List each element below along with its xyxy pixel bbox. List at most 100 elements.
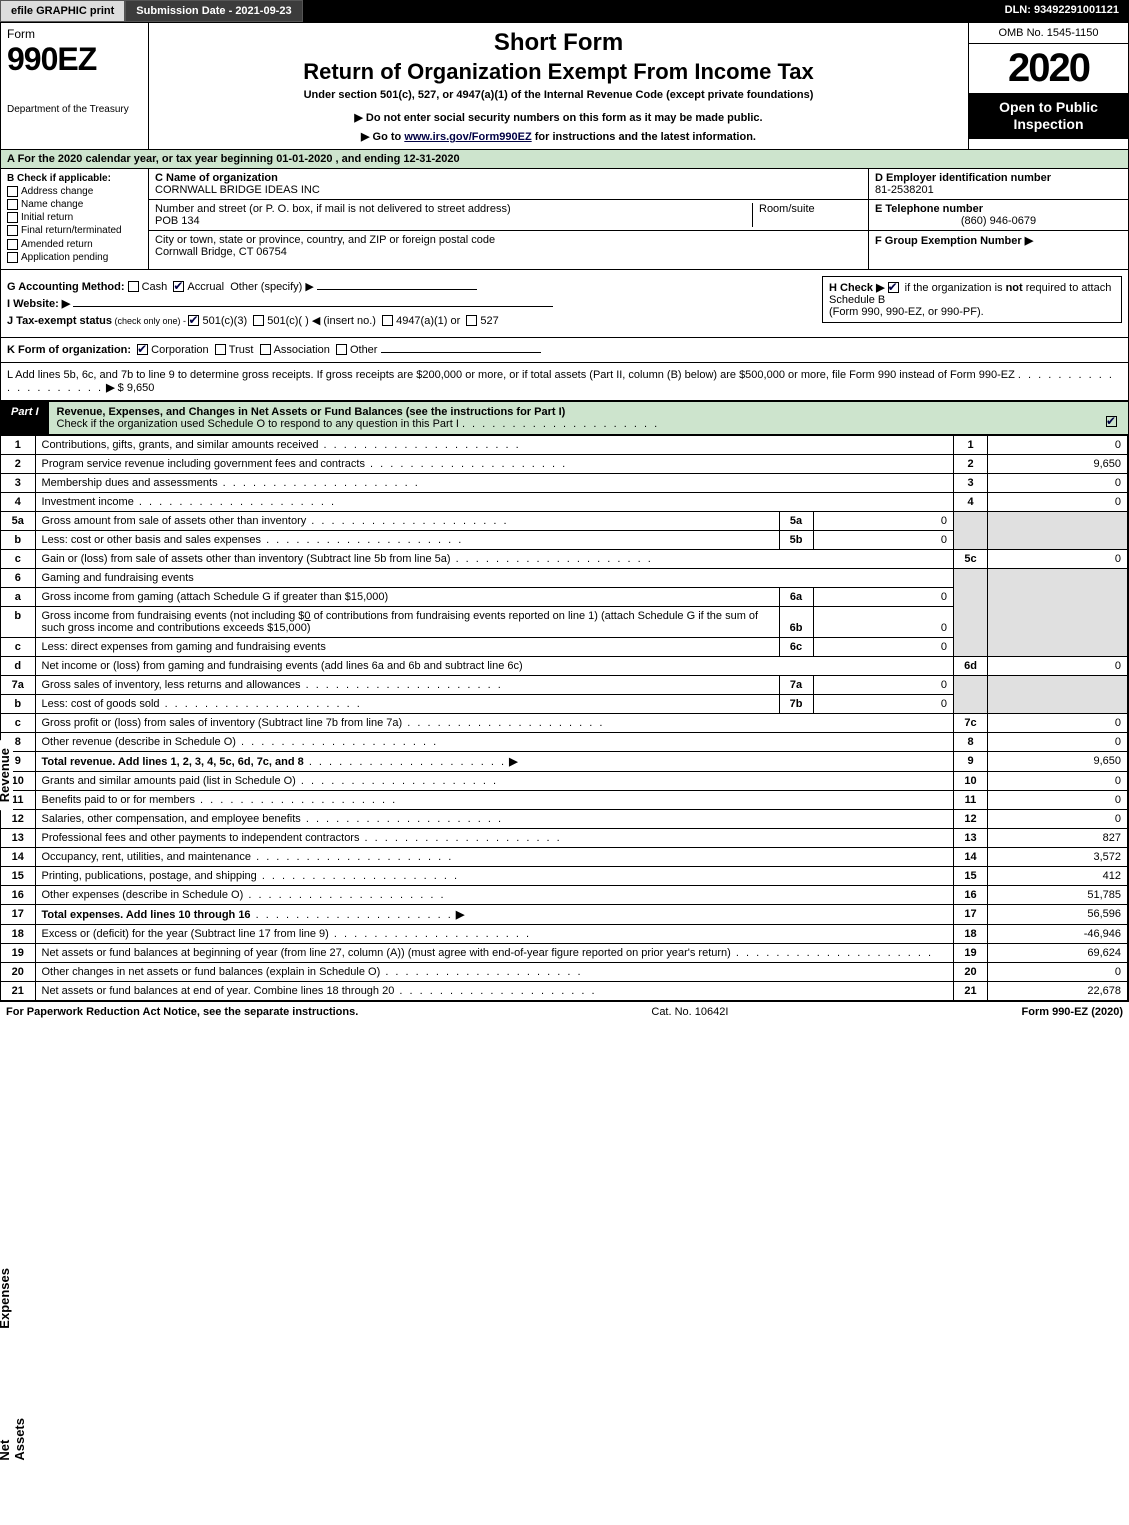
other-org-checkbox[interactable] [336,344,347,355]
527-checkbox[interactable] [466,315,477,326]
inner-label: 5b [779,531,813,549]
line-label: 17 [954,904,988,924]
line-value: 0 [988,962,1128,981]
tax-period-bar: A For the 2020 calendar year, or tax yea… [1,150,1128,169]
box-g-lbl: G Accounting Method: [7,281,125,293]
application-pending-checkbox[interactable] [7,252,18,263]
line-text: Gross income from fundraising events (no… [36,607,780,637]
name-change-checkbox[interactable] [7,199,18,210]
cash-checkbox[interactable] [128,281,139,292]
box-l-text: L Add lines 5b, 6c, and 7b to line 9 to … [7,369,1015,381]
line-value: 9,650 [988,454,1128,473]
final-return-checkbox[interactable] [7,225,18,236]
line-num: 14 [1,847,35,866]
trust-checkbox[interactable] [215,344,226,355]
ssn-warning: ▶ Do not enter social security numbers o… [159,111,958,124]
group-exemption-label: F Group Exemption Number ▶ [875,235,1033,247]
501c-checkbox[interactable] [253,315,264,326]
line-num: c [1,549,35,568]
phone-label: E Telephone number [875,203,1122,215]
submission-date-button[interactable]: Submission Date - 2021-09-23 [125,0,302,22]
schedule-o-checkbox[interactable] [1106,416,1117,427]
box-l-value: $ 9,650 [118,382,155,394]
line-text: Less: cost of goods sold [36,695,780,713]
line-text: Gross sales of inventory, less returns a… [36,676,780,694]
tax-year: 2020 [969,44,1128,93]
corporation-checkbox[interactable] [137,344,148,355]
table-row: 15Printing, publications, postage, and s… [1,866,1128,885]
line-num: 20 [1,962,35,981]
line-text: Investment income [35,492,954,511]
box-b-item: Final return/terminated [21,226,122,237]
line-text: Membership dues and assessments [35,473,954,492]
line-label: 13 [954,828,988,847]
line-num: 4 [1,492,35,511]
line-text: Gain or (loss) from sale of assets other… [35,549,954,568]
website-input[interactable] [73,306,553,307]
initial-return-checkbox[interactable] [7,212,18,223]
street-value: POB 134 [155,215,752,227]
accrual-label: Accrual [187,281,224,293]
amended-return-checkbox[interactable] [7,239,18,250]
line-value: 0 [988,435,1128,454]
table-row: 19Net assets or fund balances at beginni… [1,943,1128,962]
line-num: 19 [1,943,35,962]
501c-label: 501(c)( ) ◀ (insert no.) [267,315,376,327]
goto-line: ▶ Go to www.irs.gov/Form990EZ for instru… [159,130,958,143]
line-num: c [1,713,35,732]
line-text: Gross profit or (loss) from sales of inv… [35,713,954,732]
table-row: cLess: direct expenses from gaming and f… [1,637,1128,656]
table-row: 8Other revenue (describe in Schedule O)8… [1,732,1128,751]
box-j-lbl: J Tax-exempt status [7,315,112,327]
inner-value: 0 [813,676,953,694]
association-checkbox[interactable] [260,344,271,355]
form-header: Form 990EZ Department of the Treasury Sh… [1,23,1128,150]
box-h-checkbox[interactable] [888,282,899,293]
line-num: c [1,637,35,656]
box-k-lbl: K Form of organization: [7,344,131,356]
table-row: 6Gaming and fundraising events [1,568,1128,587]
revenue-side-tab: Revenue [0,740,13,810]
table-row: bLess: cost or other basis and sales exp… [1,530,1128,549]
line-value: 0 [988,473,1128,492]
box-c: C Name of organization CORNWALL BRIDGE I… [149,169,868,269]
org-name: CORNWALL BRIDGE IDEAS INC [155,184,320,196]
line-value: 69,624 [988,943,1128,962]
department-label: Department of the Treasury [7,104,142,115]
irs-link[interactable]: www.irs.gov/Form990EZ [404,131,531,143]
table-row: 13Professional fees and other payments t… [1,828,1128,847]
line-label [954,530,988,549]
line-text: Other changes in net assets or fund bala… [35,962,954,981]
address-change-checkbox[interactable] [7,186,18,197]
omb-number: OMB No. 1545-1150 [969,23,1128,44]
org-name-label: C Name of organization [155,172,320,184]
line-label: 12 [954,809,988,828]
line-value: 51,785 [988,885,1128,904]
line-value: 0 [988,732,1128,751]
4947-checkbox[interactable] [382,315,393,326]
netassets-side-tab: Net Assets [0,1410,28,1469]
line-label: 18 [954,924,988,943]
part-i-bar: Part I Revenue, Expenses, and Changes in… [1,401,1128,435]
efile-print-button[interactable]: efile GRAPHIC print [0,0,125,22]
501c3-checkbox[interactable] [188,315,199,326]
line-text: Net income or (loss) from gaming and fun… [35,656,954,675]
other-org-input[interactable] [381,352,541,353]
inner-value: 0 [813,512,953,530]
main-title: Return of Organization Exempt From Incom… [159,59,958,85]
line-num: 7a [1,675,35,694]
line-label: 4 [954,492,988,511]
other-specify-input[interactable] [317,289,477,290]
line-value: 0 [988,492,1128,511]
accrual-checkbox[interactable] [173,281,184,292]
table-row: 18Excess or (deficit) for the year (Subt… [1,924,1128,943]
footer-mid: Cat. No. 10642I [358,1006,1021,1018]
line-value [988,530,1128,549]
inner-value: 0 [813,531,953,549]
table-row: 3Membership dues and assessments30 [1,473,1128,492]
line-value: 0 [988,771,1128,790]
cash-label: Cash [142,281,168,293]
line-value: 0 [988,549,1128,568]
inner-label: 6b [779,607,813,637]
form-word: Form [7,27,142,41]
